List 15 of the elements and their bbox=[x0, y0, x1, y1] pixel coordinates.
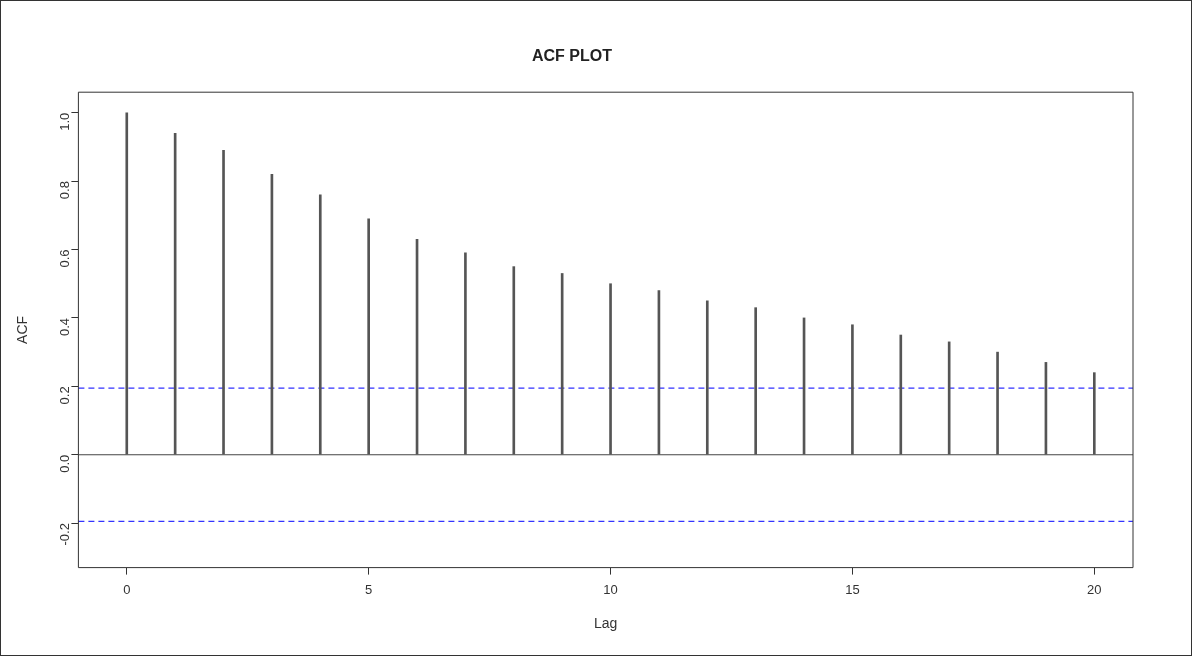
y-tick-label: 0.0 bbox=[56, 454, 72, 473]
x-tick-label: 20 bbox=[1087, 581, 1102, 597]
x-axis-title: Lag bbox=[594, 615, 618, 632]
y-tick-label: 0.6 bbox=[56, 249, 72, 268]
x-tick-label: 5 bbox=[365, 581, 373, 597]
chart-title: ACF PLOT bbox=[532, 47, 613, 65]
y-tick-label: 1.0 bbox=[56, 112, 72, 131]
x-tick-label: 10 bbox=[603, 581, 618, 597]
y-tick-label: -0.2 bbox=[56, 523, 72, 546]
y-tick-label: 0.4 bbox=[56, 317, 72, 337]
y-axis-title: ACF bbox=[14, 315, 31, 344]
y-tick-label: 0.8 bbox=[56, 181, 72, 200]
x-tick-label: 15 bbox=[845, 581, 860, 597]
x-tick-label: 0 bbox=[123, 581, 131, 597]
y-tick-label: 0.2 bbox=[56, 386, 72, 405]
